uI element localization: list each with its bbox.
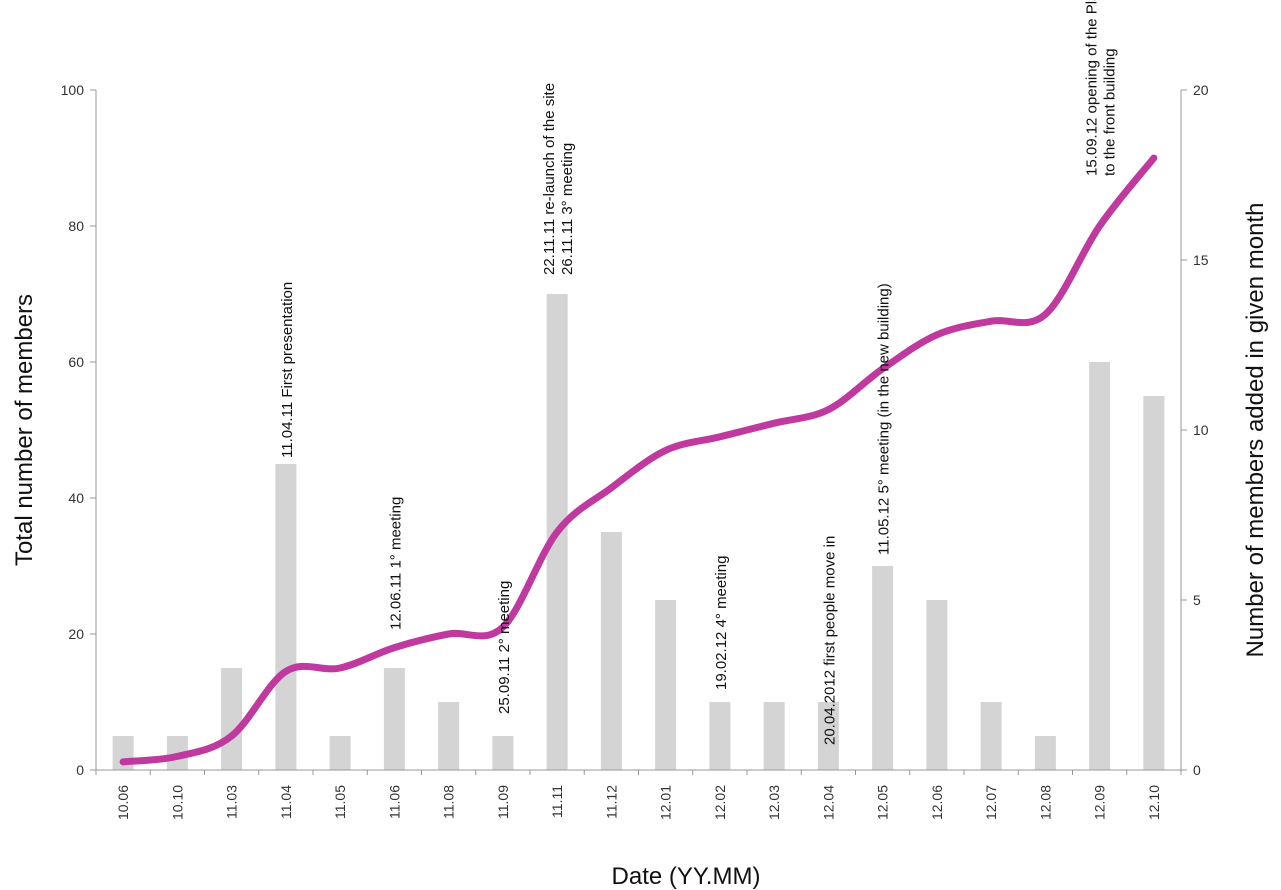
- y-axis-left-title: Total number of members: [11, 294, 38, 566]
- annotation-label: 15.09.12 opening of the Platform: [1084, 0, 1101, 176]
- bar-12.05: [872, 566, 894, 770]
- line-layer: [119, 154, 1158, 766]
- total-members-line: [119, 154, 1158, 766]
- x-axis-title: Date (YY.MM): [612, 863, 761, 890]
- x-tick-label: 12.10: [1146, 785, 1162, 820]
- y-left-tick-label: 0: [76, 762, 84, 778]
- x-tick-label: 11.05: [332, 785, 348, 819]
- y-right-tick-label: 0: [1193, 762, 1201, 778]
- bars-layer: [112, 294, 1165, 770]
- bar-11.04: [275, 464, 297, 770]
- annotation-label: 12.06.11 1° meeting: [387, 497, 404, 630]
- bar-12.10: [1143, 396, 1165, 770]
- bar-11.09: [492, 736, 514, 770]
- x-tick-label: 11.03: [224, 785, 240, 819]
- x-tick-label: 11.09: [495, 785, 511, 819]
- x-tick-label: 12.07: [983, 785, 999, 820]
- annotation-label: 26.11.11 3° meeting: [559, 143, 576, 275]
- bar-11.12: [600, 532, 622, 770]
- bar-12.06: [926, 600, 948, 770]
- y-left-tick-label: 80: [68, 218, 84, 234]
- x-tick-label: 11.12: [603, 785, 619, 819]
- y-left-tick-label: 20: [68, 626, 84, 642]
- x-tick-label: 12.08: [1037, 785, 1053, 820]
- y-right-tick-label: 5: [1193, 592, 1201, 608]
- y-right-tick-label: 10: [1193, 422, 1209, 438]
- annotation-label: 11.04.11 First presentation: [279, 282, 296, 458]
- y-left-tick-label: 40: [68, 490, 84, 506]
- bar-12.04: [817, 702, 839, 770]
- bar-11.03: [221, 668, 243, 770]
- bar-12.03: [763, 702, 785, 770]
- x-tick-label: 12.04: [820, 785, 836, 820]
- x-tick-label: 12.02: [712, 785, 728, 820]
- annotation-label: to the front building: [1102, 48, 1119, 176]
- axes-layer: 0 20 40 60 80 100 0 5 10 15 20 10.06 10.10 11.03 11.04…: [61, 82, 1209, 820]
- x-tick-label: 12.03: [766, 785, 782, 820]
- annotation-layer: 11.04.11 First presentation 12.06.11 1° m…: [279, 0, 1119, 745]
- bar-11.05: [329, 736, 351, 770]
- x-tick-label: 12.06: [929, 785, 945, 820]
- y-right-tick-label: 15: [1193, 252, 1209, 268]
- bar-12.08: [1034, 736, 1056, 770]
- x-tick-label: 11.11: [549, 785, 565, 818]
- y-left-tick-label: 60: [68, 354, 84, 370]
- bar-11.08: [438, 702, 460, 770]
- y-axis-right-title: Number of members added in given month: [1242, 203, 1269, 658]
- x-tick-label: 11.06: [386, 785, 402, 819]
- bar-12.01: [655, 600, 677, 770]
- annotation-label: 25.09.11 2° meeting: [496, 581, 513, 714]
- annotation-label: 20.04.2012 first people move in: [821, 536, 838, 745]
- bar-12.07: [980, 702, 1002, 770]
- x-tick-label: 10.06: [115, 785, 131, 820]
- x-tick-label: 12.09: [1092, 785, 1108, 820]
- x-tick-label: 12.05: [875, 785, 891, 820]
- annotation-label: 22.11.11 re-launch of the site: [541, 83, 558, 275]
- bar-12.09: [1089, 362, 1111, 770]
- x-tick-label: 10.10: [169, 785, 185, 820]
- x-tick-label: 11.08: [441, 785, 457, 819]
- bar-11.06: [383, 668, 405, 770]
- x-tick-label: 11.04: [278, 785, 294, 819]
- x-tick-label: 12.01: [658, 785, 674, 820]
- annotation-label: 19.02.12 4° meeting: [713, 556, 730, 690]
- bar-12.02: [709, 702, 731, 770]
- y-right-tick-label: 20: [1193, 82, 1209, 98]
- annotation-label: 11.05.12 5° meeting (in the new building…: [876, 283, 893, 555]
- y-left-tick-label: 100: [61, 82, 85, 98]
